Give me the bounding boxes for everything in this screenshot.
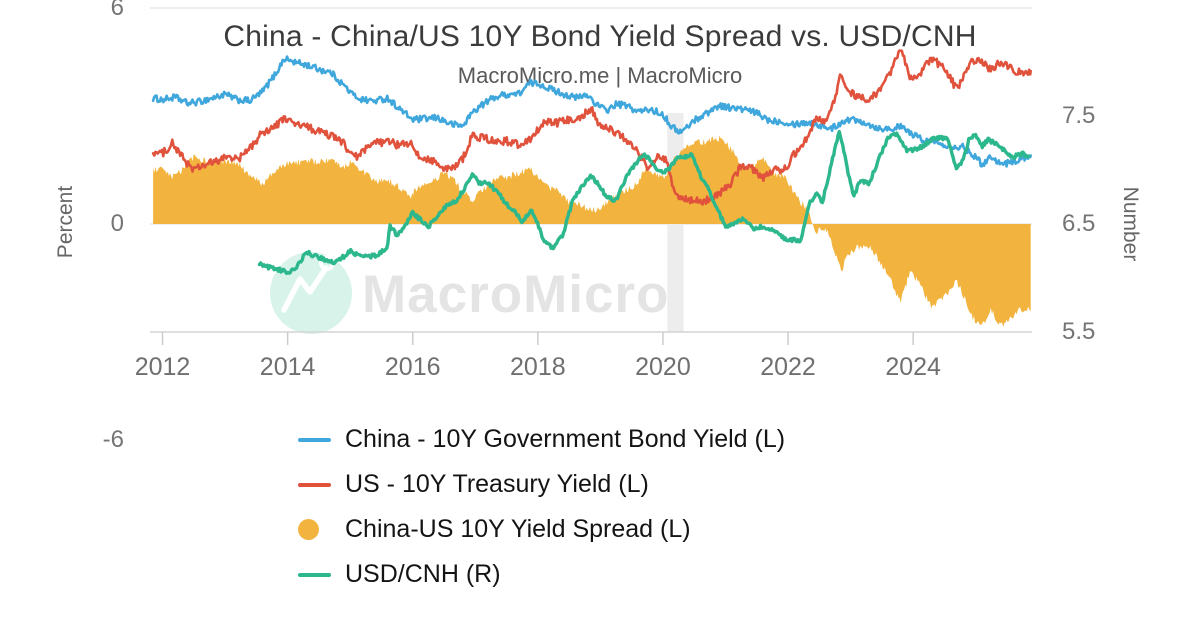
watermark: MacroMicro (270, 252, 669, 334)
chart-title: China - China/US 10Y Bond Yield Spread v… (223, 20, 977, 53)
series-line (151, 55, 1032, 168)
legend-swatch-usdcnh (298, 572, 332, 577)
legend-label-us-10y: US - 10Y Treasury Yield (L) (345, 470, 649, 498)
watermark-text: MacroMicro (362, 265, 669, 324)
legend-item-us-10y[interactable]: US - 10Y Treasury Yield (L) (298, 469, 785, 500)
legend-item-spread[interactable]: China-US 10Y Yield Spread (L) (298, 514, 785, 545)
plot-graphics (150, 7, 1032, 345)
legend-swatch-china-10y (298, 437, 332, 442)
legend-label-china-10y: China - 10Y Government Bond Yield (L) (345, 425, 786, 453)
legend: China - 10Y Government Bond Yield (L) US… (298, 424, 785, 604)
legend-label-usdcnh: USD/CNH (R) (345, 560, 501, 588)
legend-label-spread: China-US 10Y Yield Spread (L) (345, 515, 691, 543)
series-line (151, 49, 1032, 206)
legend-swatch-us-10y (298, 482, 332, 487)
series-line (257, 129, 1031, 275)
watermark-logo-mountain-icon (281, 265, 329, 313)
right-axis-title: Number (1119, 186, 1142, 262)
chart-subtitle: MacroMicro.me | MacroMicro (457, 63, 743, 88)
legend-swatch-spread (298, 519, 332, 540)
legend-item-usdcnh[interactable]: USD/CNH (R) (298, 559, 785, 590)
series-area-spread (153, 135, 1031, 328)
left-axis-title: Percent (54, 185, 77, 259)
legend-item-china-10y[interactable]: China - 10Y Government Bond Yield (L) (298, 424, 785, 455)
